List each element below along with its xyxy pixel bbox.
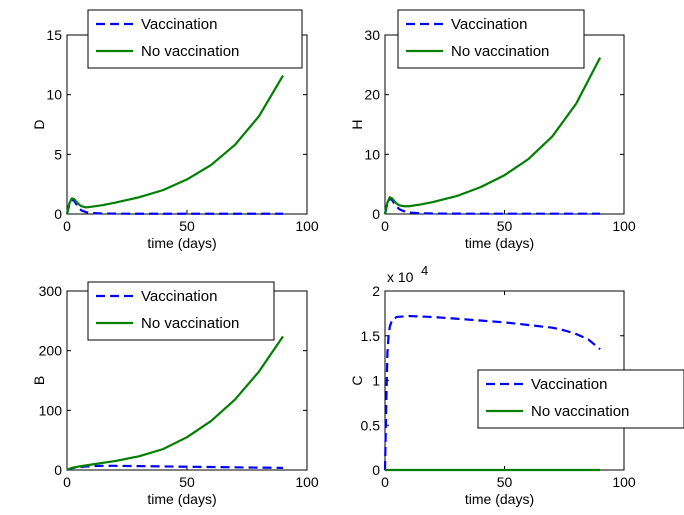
legend: Vaccination No vaccination [477,369,684,429]
legend-label: Vaccination [141,16,217,33]
x-axis-label: time (days) [147,491,216,507]
x-tick-label: 100 [295,218,319,234]
x-tick-label: 0 [63,218,71,234]
y-tick-label: 2 [372,283,380,299]
legend-box [477,369,684,429]
y-tick-label: 300 [39,283,63,299]
legend: Vaccination No vaccination [397,9,585,69]
y-tick-label: 0 [54,462,62,478]
x-tick-label: 0 [381,474,389,490]
legend-label: Vaccination [531,376,607,393]
x-axis-label: time (days) [465,491,534,507]
y-tick-label: 1 [372,373,380,389]
y-axis-label: C [349,375,365,385]
legend-label: Vaccination [141,288,217,305]
y-tick-label: 0.5 [361,417,381,433]
x-axis-label: time (days) [465,235,534,251]
x-tick-label: 0 [381,218,389,234]
y-tick-label: 10 [46,87,62,103]
y-tick-label: 200 [39,343,63,359]
chart-panel-3: 0 50 100 0 100 200 300 time (days) B Vaccination N… [31,281,319,507]
legend-label: No vaccination [531,403,629,420]
legend-label: Vaccination [451,16,527,33]
legend-label: No vaccination [451,43,549,60]
x-tick-label: 50 [497,474,513,490]
series-line-vaccination [66,464,284,472]
y-axis-label: D [31,119,47,129]
x-tick-label: 0 [63,474,71,490]
y-tick-label: 15 [46,27,62,43]
x-tick-label: 100 [612,218,636,234]
x-tick-label: 100 [612,474,636,490]
legend: Vaccination No vaccination [87,281,275,341]
series-line-vaccination [383,314,601,471]
series-line-no-vaccination [383,57,602,215]
y-multiplier-exponent: 4 [421,263,428,278]
y-multiplier: x 10 [387,269,414,285]
chart-panel-4: 0 50 100 0 0.5 1 1.5 2 time (days) Cx 10 4 Vaccinat… [349,263,684,507]
legend-label: No vaccination [141,43,239,60]
legend-box [87,9,303,69]
y-tick-label: 5 [54,146,62,162]
y-axis-label: B [31,376,47,385]
y-tick-label: 0 [372,462,380,478]
series-line-vaccination [65,198,283,215]
y-tick-label: 20 [364,87,380,103]
y-tick-label: 100 [39,402,63,418]
y-tick-label: 1.5 [361,328,381,344]
y-tick-label: 10 [364,146,380,162]
chart-panel-1: 0 50 100 0 5 10 15 time (days) D Vaccination No va… [31,9,319,251]
x-tick-label: 100 [295,474,319,490]
y-axis-label: H [349,119,365,129]
legend: Vaccination No vaccination [87,9,303,69]
series-line-vaccination [383,197,601,215]
legend-box [397,9,585,69]
y-tick-label: 0 [54,206,62,222]
legend-box [87,281,275,341]
y-tick-label: 30 [364,27,380,43]
x-axis-label: time (days) [147,235,216,251]
x-tick-label: 50 [179,474,195,490]
series-line-no-vaccination [66,335,284,472]
x-tick-label: 50 [179,218,195,234]
series-line-no-vaccination [65,75,284,215]
legend-label: No vaccination [141,315,239,332]
chart-panel-2: 0 50 100 0 10 20 30 time (days) H Vaccination No v… [349,9,636,251]
y-tick-label: 0 [372,206,380,222]
x-tick-label: 50 [497,218,513,234]
